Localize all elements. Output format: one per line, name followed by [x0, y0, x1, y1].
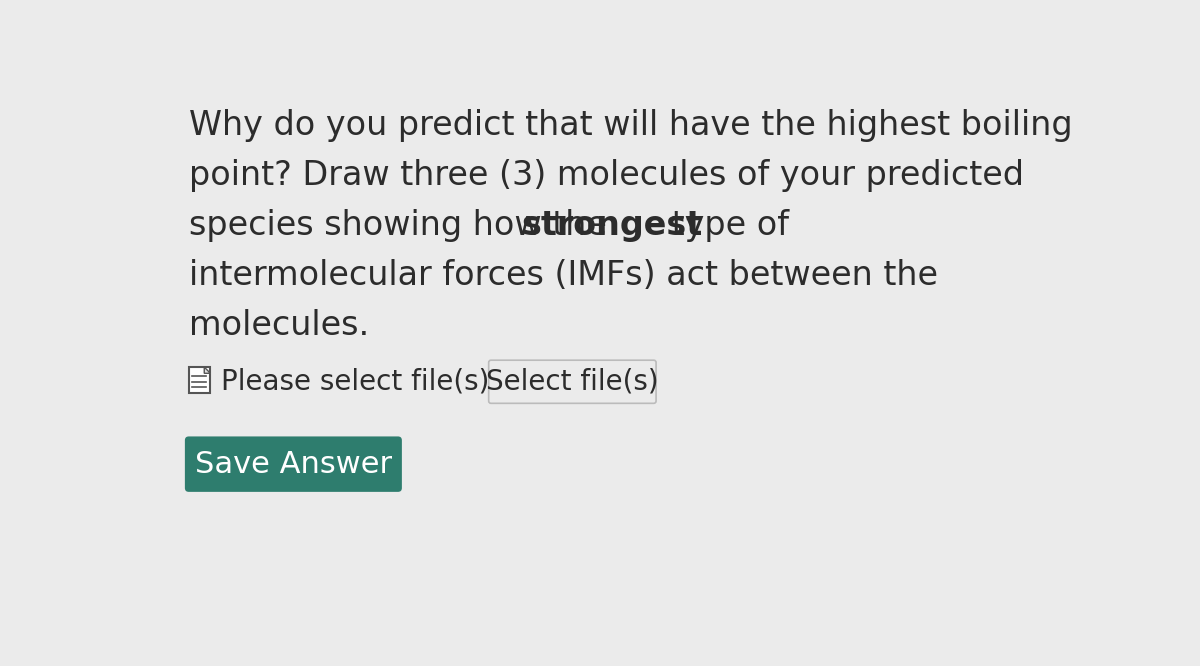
Text: intermolecular forces (IMFs) act between the: intermolecular forces (IMFs) act between… [188, 259, 937, 292]
Text: molecules.: molecules. [188, 310, 370, 342]
Text: type of: type of [661, 209, 790, 242]
Text: point? Draw three (3) molecules of your predicted: point? Draw three (3) molecules of your … [188, 159, 1024, 192]
Text: strongest: strongest [521, 209, 702, 242]
Text: Please select file(s): Please select file(s) [221, 367, 490, 395]
Polygon shape [204, 367, 210, 373]
FancyBboxPatch shape [185, 436, 402, 492]
Text: Why do you predict that will have the highest boiling: Why do you predict that will have the hi… [188, 109, 1073, 142]
FancyBboxPatch shape [488, 360, 656, 404]
Text: Select file(s): Select file(s) [486, 368, 659, 396]
Text: Save Answer: Save Answer [194, 450, 392, 479]
Text: species showing how the: species showing how the [188, 209, 617, 242]
FancyBboxPatch shape [188, 367, 210, 394]
